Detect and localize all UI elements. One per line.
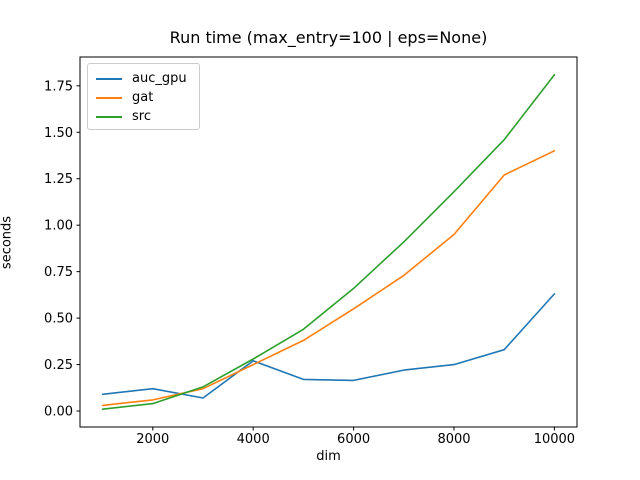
legend-line-swatch [96, 96, 122, 99]
y-tick-label: 1.00 [44, 219, 73, 234]
series-line-auc_gpu [101, 293, 556, 399]
legend-line-swatch [96, 77, 122, 80]
legend-item-auc_gpu: auc_gpu [96, 69, 187, 88]
chart-title: Run time (max_entry=100 | eps=None) [169, 28, 488, 47]
y-tick-label: 1.75 [44, 79, 73, 94]
y-tick-label: 0.50 [44, 312, 73, 327]
series-line-gat [101, 150, 556, 407]
legend-label: gat [132, 90, 154, 105]
y-axis-label: seconds [0, 215, 15, 270]
y-tick-label: 0.25 [44, 358, 73, 373]
legend-line-swatch [96, 115, 122, 118]
x-tick-label: 4000 [237, 432, 270, 447]
x-tick-label: 8000 [437, 432, 470, 447]
x-tick-label: 2000 [136, 432, 169, 447]
x-axis-label: dim [316, 449, 341, 464]
y-tick-label: 1.50 [44, 126, 73, 141]
legend-label: src [132, 109, 151, 124]
y-tick-label: 1.25 [44, 172, 73, 187]
legend-item-src: src [96, 107, 187, 126]
x-tick-label: 10000 [534, 432, 575, 447]
y-tick-label: 0.75 [44, 265, 73, 280]
legend-item-gat: gat [96, 88, 187, 107]
axes-frame [79, 56, 578, 428]
x-tick-label: 6000 [337, 432, 370, 447]
series-line-src [101, 73, 556, 411]
y-tick-label: 0.00 [44, 405, 73, 420]
legend-label: auc_gpu [132, 71, 187, 86]
